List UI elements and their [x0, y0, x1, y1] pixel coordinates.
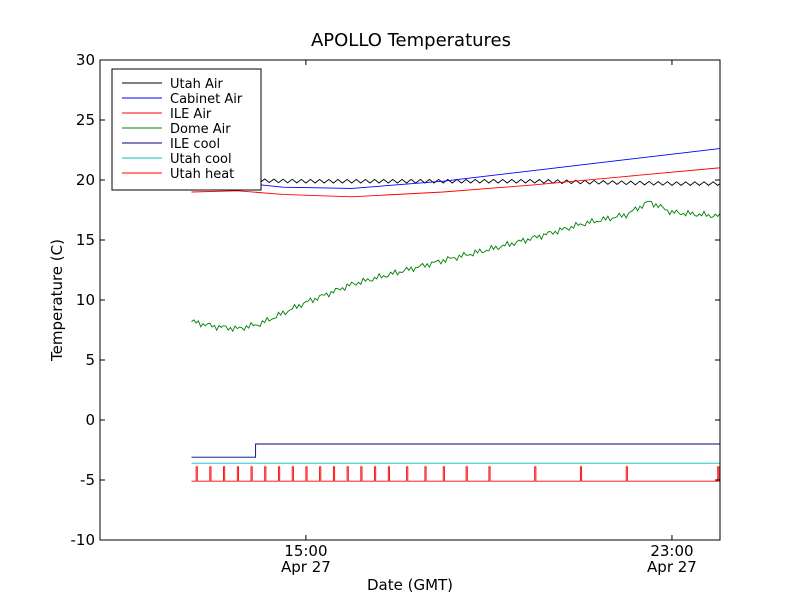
x-axis-label: Date (GMT)	[367, 576, 453, 594]
chart-title: APOLLO Temperatures	[311, 30, 511, 51]
legend-label: Utah heat	[170, 167, 234, 182]
series-line-utah-heat	[191, 466, 720, 482]
x-tick-date: Apr 27	[281, 558, 331, 576]
series-line-cabinet-air	[191, 148, 720, 189]
x-tick-date: Apr 27	[647, 558, 697, 576]
y-tick-label: 5	[85, 351, 95, 369]
y-tick-label: 25	[76, 111, 95, 129]
legend-label: Utah Air	[170, 77, 223, 92]
legend-label: ILE cool	[170, 137, 220, 152]
x-tick-time: 23:00	[650, 542, 693, 560]
legend-label: Dome Air	[170, 122, 231, 137]
y-tick-label: -10	[71, 531, 96, 549]
y-tick-label: 15	[76, 231, 95, 249]
x-tick-time: 15:00	[284, 542, 327, 560]
legend-label: Utah cool	[170, 152, 232, 167]
y-tick-label: 10	[76, 291, 95, 309]
y-tick-label: -5	[80, 471, 95, 489]
legend-label: ILE Air	[170, 107, 212, 122]
y-tick-label: 20	[76, 171, 95, 189]
series-line-ile-cool	[191, 443, 720, 458]
series-line-dome-air	[191, 200, 720, 333]
series-line-ile-air	[191, 167, 720, 198]
series-layer	[191, 148, 720, 482]
legend-label: Cabinet Air	[170, 92, 243, 107]
legend-box	[111, 68, 262, 191]
series-line-utah-air	[191, 177, 720, 186]
y-tick-label: 0	[85, 411, 95, 429]
y-axis-label: Temperature (C)	[48, 239, 66, 362]
y-tick-label: 30	[76, 51, 95, 69]
